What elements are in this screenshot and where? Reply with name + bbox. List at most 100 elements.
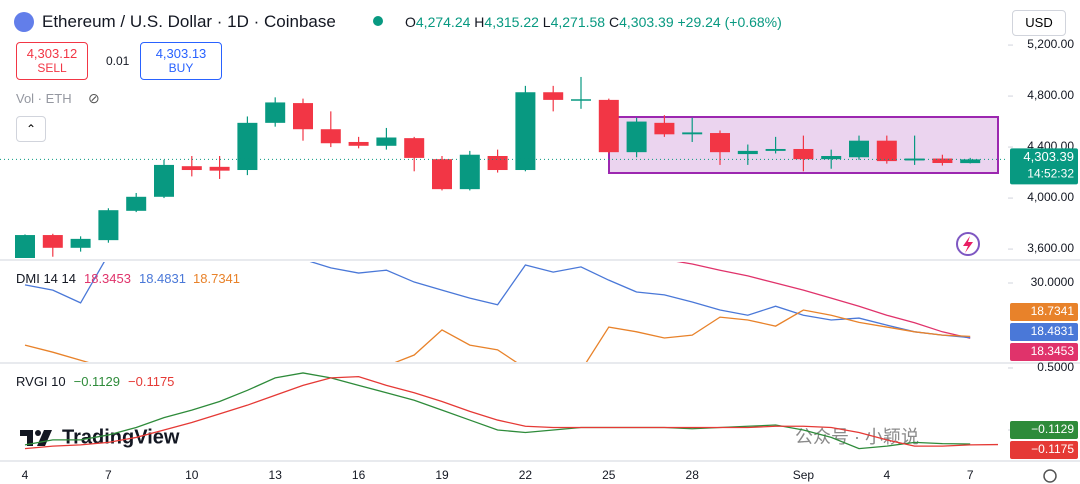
x-tick-label: 19 — [435, 468, 449, 482]
ohlc-label: H — [474, 14, 485, 30]
candle-body — [432, 159, 452, 190]
candle-body — [98, 210, 119, 241]
candle-body — [904, 158, 925, 161]
ohlc-value: 4,315.22 — [484, 14, 539, 30]
buy-label: BUY — [168, 61, 194, 75]
collapse-button[interactable]: ⌃ — [16, 116, 46, 142]
candle-body — [626, 121, 647, 153]
candle-body — [571, 99, 591, 101]
candle-body — [293, 103, 313, 130]
x-tick-label: 28 — [686, 468, 700, 482]
candle-body — [15, 235, 35, 258]
candle-body — [960, 159, 981, 164]
value-tag-label: −0.1175 — [1031, 442, 1074, 456]
indicator-line — [676, 262, 971, 339]
settings-icon[interactable] — [1043, 469, 1057, 483]
candle-body — [876, 140, 897, 162]
candle-body — [126, 196, 147, 211]
candle-body — [487, 155, 508, 171]
candle-body — [654, 122, 675, 135]
indicator-line — [24, 376, 999, 450]
x-tick-label: 7 — [105, 468, 112, 482]
x-tick-label: 7 — [967, 468, 974, 482]
candle-body — [237, 122, 258, 171]
candle-body — [932, 158, 953, 164]
x-tick-label: 22 — [519, 468, 533, 482]
symbol-title: Ethereum / U.S. Dollar · 1D · Coinbase — [42, 12, 336, 31]
ohlc-value: 4,274.24 — [415, 14, 471, 30]
change: +29.24 (+0.68%) — [677, 14, 782, 30]
candle-body — [404, 138, 425, 158]
value-tag — [1010, 343, 1078, 361]
candle-body — [181, 166, 202, 171]
pane — [15, 76, 981, 258]
candle-body — [793, 148, 814, 160]
pane — [24, 262, 971, 362]
market-status — [373, 16, 383, 26]
x-tick-label: Sep — [793, 468, 815, 482]
value-tag-label: 18.3453 — [1031, 344, 1075, 358]
value-tag — [1010, 441, 1078, 459]
y-tick-label: 30.0000 — [1031, 275, 1075, 289]
candle-body — [543, 92, 564, 100]
ohlc-value: 4,271.58 — [550, 14, 606, 30]
sell-button[interactable]: 4,303.12 SELL — [16, 42, 88, 80]
y-tick-label: 5,200.00 — [1027, 37, 1074, 51]
currency-button[interactable]: USD — [1012, 10, 1066, 36]
flash-icon[interactable] — [956, 232, 980, 256]
indicator-legend: DMI 14 14 18.3453 18.4831 18.7341 — [16, 271, 240, 286]
x-tick-label: 16 — [352, 468, 366, 482]
value-tag — [1010, 323, 1078, 341]
candle-body — [710, 133, 730, 153]
legend-value: −0.1129 — [74, 374, 120, 389]
last-price-tag — [1010, 148, 1078, 185]
value-tag-label: 18.7341 — [1031, 304, 1075, 318]
last-price-label: 4,303.39 — [1023, 149, 1074, 164]
indicator-line — [24, 262, 971, 339]
ohlc-label: O — [405, 14, 416, 30]
candle-body — [737, 150, 758, 155]
candle-body — [376, 137, 397, 146]
x-tick-label: 13 — [269, 468, 283, 482]
candle-body — [765, 148, 786, 151]
candle-body — [265, 102, 286, 123]
value-tag-label: 18.4831 — [1031, 324, 1075, 338]
y-tick-label: 3,600.00 — [1027, 241, 1074, 255]
value-tag — [1010, 303, 1078, 321]
candle-body — [320, 129, 341, 144]
x-tick-label: 4 — [883, 468, 890, 482]
candle-body — [849, 140, 869, 158]
ohlc: O4,274.24 H4,315.22 L4,271.58 C4,303.39 … — [405, 14, 782, 30]
candle-body — [598, 99, 619, 153]
legend-value: 18.4831 — [139, 271, 186, 286]
indicator-title: RVGI 10 — [16, 374, 66, 389]
x-tick-label: 4 — [22, 468, 29, 482]
volume-label: Vol · ETH — [16, 91, 72, 106]
value-tag — [1010, 421, 1078, 439]
tradingview-logo — [20, 430, 52, 446]
buy-price: 4,303.13 — [155, 46, 207, 61]
candle-body — [682, 132, 703, 135]
pane — [24, 372, 999, 450]
candle-body — [209, 166, 230, 171]
candle-body — [459, 154, 480, 190]
y-tick-label: 0.5000 — [1037, 360, 1074, 374]
legend-value: 18.3453 — [84, 271, 131, 286]
branding: TradingView — [62, 426, 180, 448]
indicator-title: DMI 14 14 — [16, 271, 76, 286]
candle-body — [70, 238, 91, 248]
sell-price: 4,303.12 — [26, 46, 78, 61]
ohlc-label: C — [608, 14, 620, 30]
candle-body — [42, 235, 63, 248]
ohlc-label: L — [542, 14, 551, 30]
countdown: 14:52:32 — [1027, 167, 1074, 181]
symbol-icon — [14, 12, 34, 32]
legend-value: −0.1175 — [128, 374, 174, 389]
candle-body — [515, 92, 536, 171]
buy-button[interactable]: 4,303.13 BUY — [140, 42, 222, 80]
legend-value: 18.7341 — [193, 271, 240, 286]
hide-icon[interactable]: ⊘ — [88, 90, 100, 106]
indicator-legend: RVGI 10 −0.1129 −0.1175 — [16, 374, 174, 389]
